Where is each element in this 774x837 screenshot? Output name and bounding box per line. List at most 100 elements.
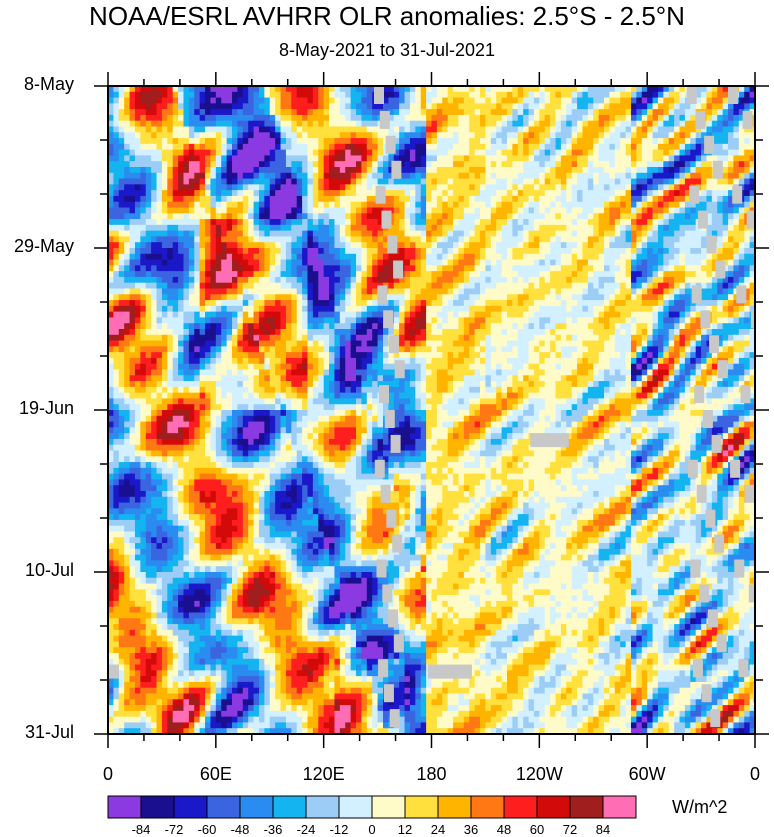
heatmap-cell: [215, 276, 222, 284]
heatmap-cell: [630, 300, 637, 307]
heatmap-cell: [161, 155, 168, 162]
heatmap-cell: [318, 109, 325, 116]
heatmap-cell: [744, 138, 751, 145]
heatmap-cell: [404, 276, 411, 284]
heatmap-cell: [280, 114, 287, 122]
heatmap-cell: [183, 190, 190, 197]
heatmap-cell: [366, 276, 373, 284]
heatmap-cell: [501, 138, 508, 145]
heatmap-cell: [641, 172, 648, 180]
heatmap-cell: [517, 311, 524, 319]
heatmap-cell: [458, 230, 465, 238]
heatmap-cell: [404, 236, 411, 243]
heatmap-cell: [431, 114, 438, 122]
heatmap-cell: [156, 184, 163, 191]
heatmap-cell: [550, 91, 557, 99]
heatmap-cell: [145, 311, 152, 319]
heatmap-cell: [722, 236, 729, 243]
heatmap-cell: [544, 207, 551, 214]
heatmap-cell: [496, 265, 503, 272]
heatmap-cell: [269, 86, 276, 93]
heatmap-cell: [604, 190, 611, 197]
heatmap-cell: [636, 305, 643, 313]
heatmap-cell: [124, 276, 131, 284]
heatmap-cell: [183, 311, 190, 319]
heatmap-cell: [307, 155, 314, 162]
heatmap-cell: [728, 161, 735, 168]
heatmap-cell: [550, 276, 557, 284]
heatmap-cell: [517, 236, 524, 243]
heatmap-cell: [178, 86, 185, 93]
heatmap-cell: [453, 224, 460, 232]
heatmap-cell: [356, 259, 363, 266]
heatmap-cell: [426, 219, 433, 226]
heatmap-cell: [161, 161, 168, 168]
heatmap-cell: [463, 178, 470, 185]
heatmap-cell: [652, 178, 659, 185]
heatmap-cell: [463, 288, 470, 295]
heatmap-cell: [555, 126, 562, 133]
heatmap-cell: [199, 317, 206, 324]
heatmap-cell: [512, 132, 519, 139]
heatmap-cell: [415, 109, 422, 116]
heatmap-cell: [544, 178, 551, 185]
heatmap-cell: [296, 138, 303, 145]
heatmap-cell: [652, 288, 659, 295]
heatmap-cell: [269, 91, 276, 99]
heatmap-cell: [587, 317, 594, 324]
heatmap-cell: [571, 242, 578, 249]
heatmap-cell: [275, 201, 282, 209]
heatmap-cell: [221, 323, 228, 330]
heatmap-cell: [269, 288, 276, 295]
heatmap-cell: [280, 265, 287, 272]
heatmap-cell: [593, 224, 600, 232]
heatmap-cell: [722, 300, 729, 307]
heatmap-cell: [420, 132, 427, 139]
heatmap-cell: [156, 248, 163, 255]
heatmap-cell: [749, 172, 755, 180]
heatmap-cell: [356, 213, 363, 220]
heatmap-cell: [291, 172, 298, 180]
heatmap-cell: [399, 311, 406, 319]
heatmap-cell: [641, 317, 648, 324]
heatmap-cell: [210, 143, 217, 151]
heatmap-cell: [361, 155, 368, 162]
heatmap-cell: [587, 248, 594, 255]
heatmap-cell: [194, 311, 201, 319]
heatmap-cell: [409, 132, 416, 139]
heatmap-cell: [420, 271, 427, 278]
heatmap-cell: [593, 172, 600, 180]
heatmap-cell: [194, 109, 201, 116]
heatmap-cell: [253, 311, 260, 319]
heatmap-cell: [679, 138, 686, 145]
heatmap-cell: [205, 294, 212, 301]
heatmap-cell: [593, 184, 600, 191]
heatmap-cell: [194, 126, 201, 133]
heatmap-cell: [463, 323, 470, 330]
heatmap-cell: [269, 155, 276, 162]
heatmap-cell: [188, 91, 195, 99]
heatmap-cell: [480, 311, 487, 319]
heatmap-cell: [463, 248, 470, 255]
heatmap-cell: [221, 213, 228, 220]
heatmap-cell: [361, 132, 368, 139]
heatmap-cell: [129, 288, 136, 295]
heatmap-cell: [145, 265, 152, 272]
heatmap-cell: [647, 161, 654, 168]
heatmap-cell: [652, 97, 659, 104]
heatmap-cell: [280, 253, 287, 261]
heatmap-cell: [199, 109, 206, 116]
heatmap-cell: [555, 213, 562, 220]
heatmap-cell: [426, 149, 433, 157]
heatmap-cell: [361, 213, 368, 220]
heatmap-cell: [453, 294, 460, 301]
heatmap-cell: [555, 143, 562, 151]
heatmap-cell: [447, 184, 454, 191]
heatmap-cell: [124, 132, 131, 139]
heatmap-cell: [248, 149, 255, 157]
heatmap-cell: [517, 259, 524, 266]
heatmap-cell: [458, 282, 465, 290]
heatmap-cell: [269, 248, 276, 255]
heatmap-cell: [566, 265, 573, 272]
heatmap-cell: [318, 149, 325, 157]
